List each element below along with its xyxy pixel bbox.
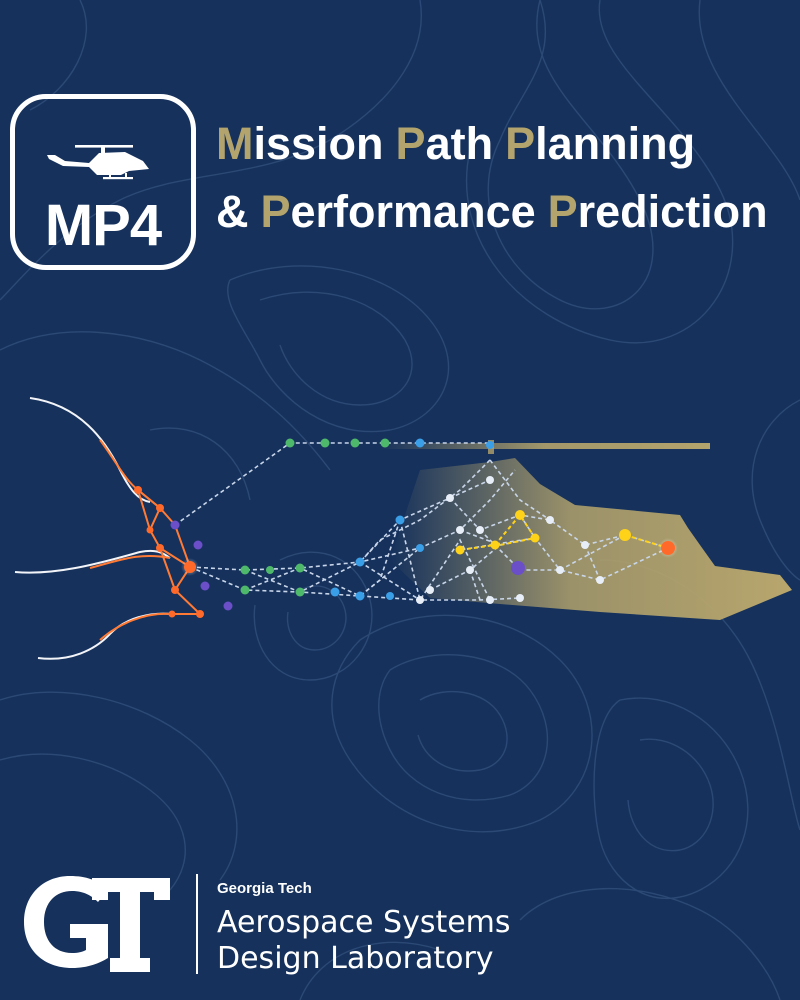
waypoint-nodes — [134, 438, 678, 618]
title-word: & — [216, 186, 249, 237]
path-network-helicopter-graphic — [14, 397, 792, 660]
title-word: Path — [395, 118, 494, 169]
helicopter-icon — [47, 145, 149, 180]
lab-name-line-1: Aerospace Systems — [217, 905, 511, 940]
title-line-2: & Performance Prediction — [216, 186, 780, 238]
helicopter-silhouette — [390, 458, 792, 620]
title-word: Prediction — [547, 186, 768, 237]
title-word: Performance — [260, 186, 536, 237]
mp4-badge: MP4 — [10, 94, 196, 270]
lab-name-line-2: Design Laboratory — [217, 941, 494, 976]
gt-logo — [24, 876, 170, 972]
rotor-blade — [380, 443, 710, 449]
mp4-label: MP4 — [44, 193, 162, 258]
footer-divider — [196, 874, 198, 974]
title-word: Planning — [505, 118, 696, 169]
title-word: Mission — [216, 118, 384, 169]
title-line-1: Mission Path Planning — [216, 118, 707, 170]
org-name-small: Georgia Tech — [217, 880, 312, 897]
